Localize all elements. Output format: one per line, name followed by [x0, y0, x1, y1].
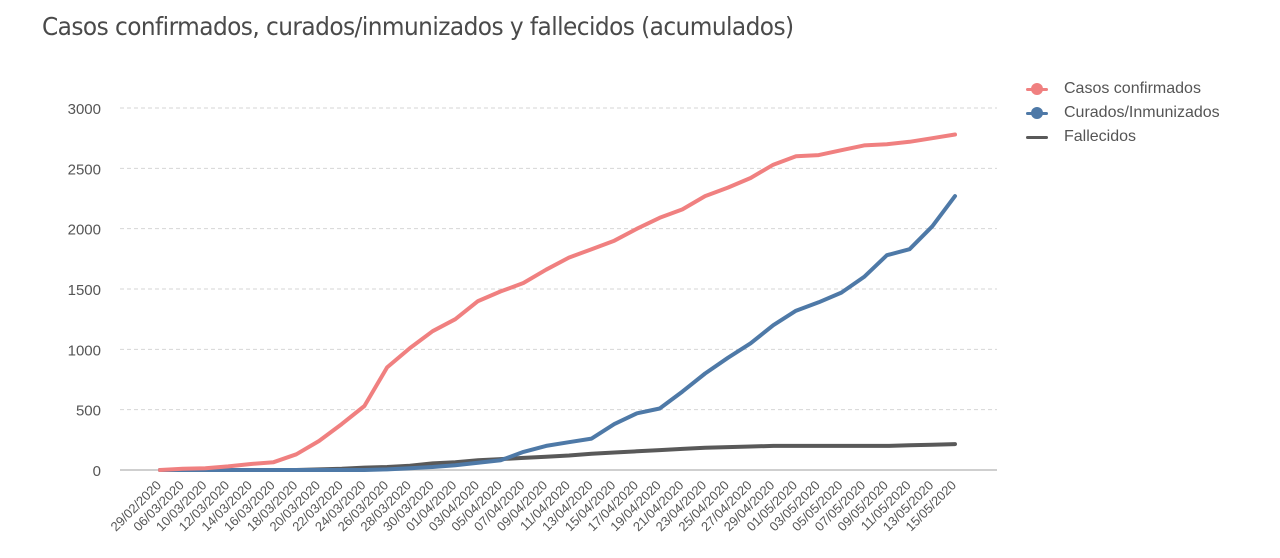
y-tick-label: 1500: [68, 282, 101, 299]
legend-label: Casos confirmados: [1064, 80, 1201, 97]
y-tick-label: 2500: [68, 161, 101, 178]
chart-legend: Casos confirmados Curados/Inmunizados Fa…: [1026, 77, 1220, 149]
legend-item-curados-inmunizados[interactable]: Curados/Inmunizados: [1026, 101, 1220, 125]
y-tick-label: 500: [76, 403, 101, 420]
chart-title: Casos confirmados, curados/inmunizados y…: [42, 12, 794, 41]
legend-line-icon: [1026, 129, 1048, 145]
legend-line-dot-icon: [1026, 81, 1048, 97]
legend-line-dot-icon: [1026, 105, 1048, 121]
series-line-casos-confirmados[interactable]: [158, 132, 957, 472]
y-tick-label: 1000: [68, 342, 101, 359]
legend-label: Curados/Inmunizados: [1064, 104, 1220, 121]
series-line-curados-inmunizados[interactable]: [158, 194, 957, 472]
legend-item-casos-confirmados[interactable]: Casos confirmados: [1026, 77, 1220, 101]
legend-label: Fallecidos: [1064, 128, 1137, 145]
y-tick-label: 0: [93, 463, 101, 480]
series-line-fallecidos[interactable]: [158, 442, 957, 472]
y-tick-label: 3000: [68, 101, 101, 118]
legend-item-fallecidos[interactable]: Fallecidos: [1026, 125, 1220, 149]
y-tick-label: 2000: [68, 222, 101, 239]
